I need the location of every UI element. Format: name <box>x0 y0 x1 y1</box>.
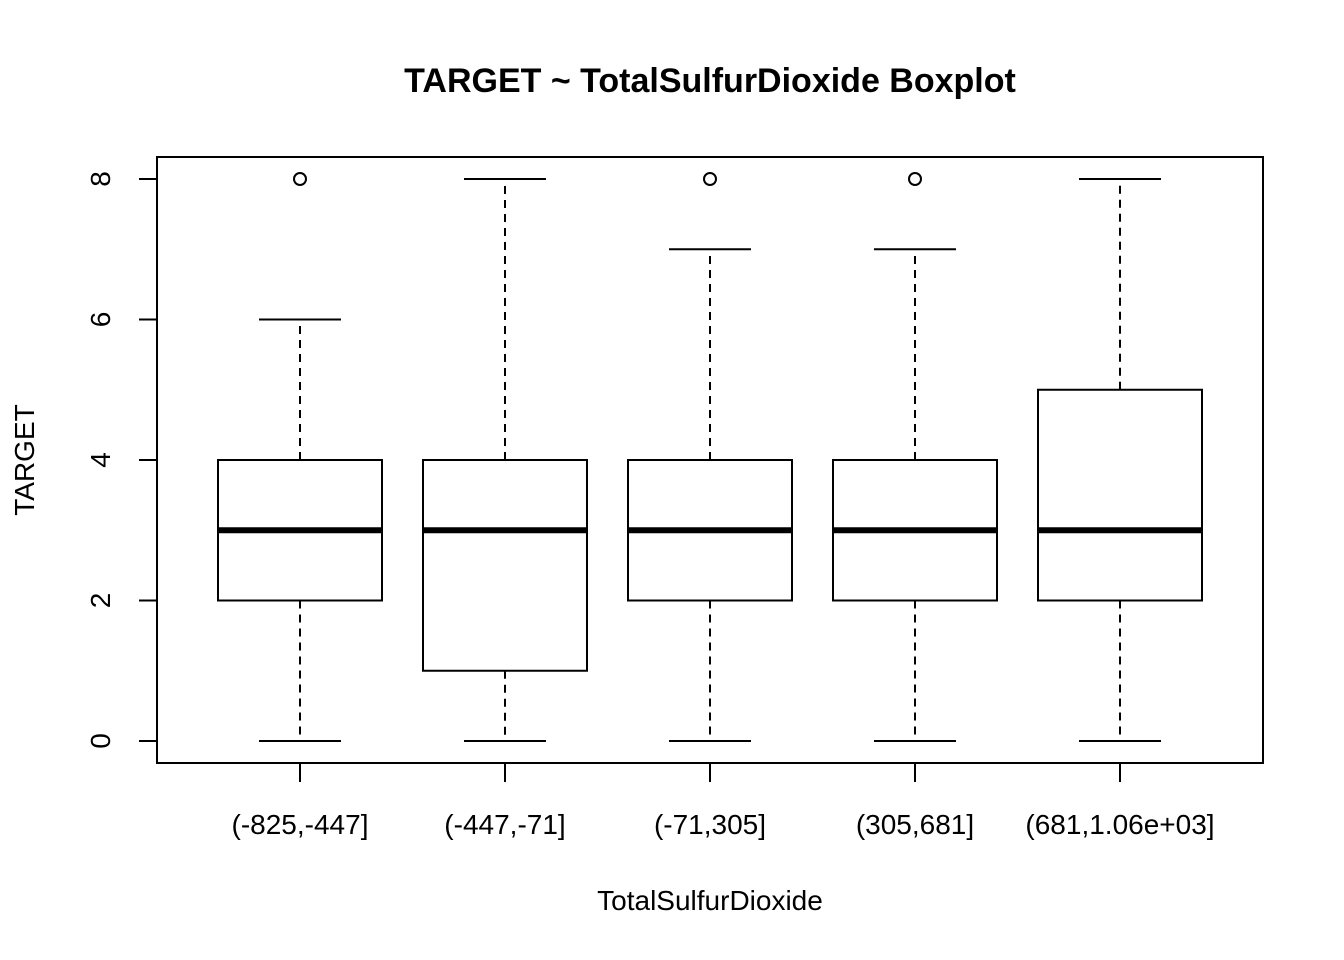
box-group <box>627 172 793 742</box>
x-axis: (-825,-447] (-447,-71] (-71,305] (305,681] (… <box>232 763 1215 840</box>
box-iqr <box>1037 388 1203 602</box>
box-iqr <box>422 459 588 672</box>
x-axis-label: TotalSulfurDioxide <box>597 885 823 916</box>
y-axis-label: TARGET <box>9 404 40 515</box>
x-tick-label: (-71,305] <box>654 809 766 840</box>
y-tick-label: 6 <box>85 312 116 328</box>
box-group <box>217 172 383 742</box>
x-tick-label: (-825,-447] <box>232 809 369 840</box>
chart-title: TARGET ~ TotalSulfurDioxide Boxplot <box>404 62 1016 100</box>
outlier-point <box>908 172 922 186</box>
outlier-point <box>703 172 717 186</box>
x-tick-label: (-447,-71] <box>444 809 565 840</box>
y-tick-label: 4 <box>85 452 116 468</box>
boxes <box>217 172 1203 742</box>
y-axis: 0 2 4 6 8 <box>85 171 157 749</box>
y-tick-label: 0 <box>85 733 116 749</box>
box-group <box>422 178 588 742</box>
box-group <box>832 172 998 742</box>
outlier-point <box>293 172 307 186</box>
y-tick-label: 2 <box>85 593 116 609</box>
x-tick-label: (305,681] <box>856 809 974 840</box>
x-tick-label: (681,1.06e+03] <box>1025 809 1214 840</box>
y-tick-label: 8 <box>85 171 116 187</box>
box-group <box>1037 178 1203 742</box>
